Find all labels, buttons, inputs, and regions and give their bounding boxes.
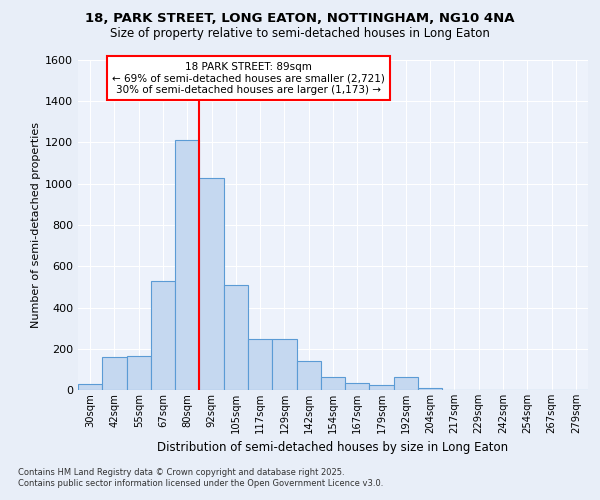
- Bar: [321, 376, 345, 390]
- Bar: [248, 340, 272, 390]
- Bar: [345, 383, 370, 390]
- Bar: [175, 140, 199, 390]
- Bar: [296, 361, 321, 390]
- Bar: [370, 385, 394, 390]
- Bar: [127, 356, 151, 390]
- Text: Contains HM Land Registry data © Crown copyright and database right 2025.
Contai: Contains HM Land Registry data © Crown c…: [18, 468, 383, 487]
- X-axis label: Distribution of semi-detached houses by size in Long Eaton: Distribution of semi-detached houses by …: [157, 442, 509, 454]
- Text: Size of property relative to semi-detached houses in Long Eaton: Size of property relative to semi-detach…: [110, 28, 490, 40]
- Bar: [418, 388, 442, 390]
- Text: 18 PARK STREET: 89sqm
← 69% of semi-detached houses are smaller (2,721)
30% of s: 18 PARK STREET: 89sqm ← 69% of semi-deta…: [112, 62, 385, 95]
- Bar: [199, 178, 224, 390]
- Bar: [394, 376, 418, 390]
- Y-axis label: Number of semi-detached properties: Number of semi-detached properties: [31, 122, 41, 328]
- Bar: [151, 280, 175, 390]
- Bar: [224, 285, 248, 390]
- Bar: [78, 384, 102, 390]
- Bar: [102, 357, 127, 390]
- Text: 18, PARK STREET, LONG EATON, NOTTINGHAM, NG10 4NA: 18, PARK STREET, LONG EATON, NOTTINGHAM,…: [85, 12, 515, 26]
- Bar: [272, 340, 296, 390]
